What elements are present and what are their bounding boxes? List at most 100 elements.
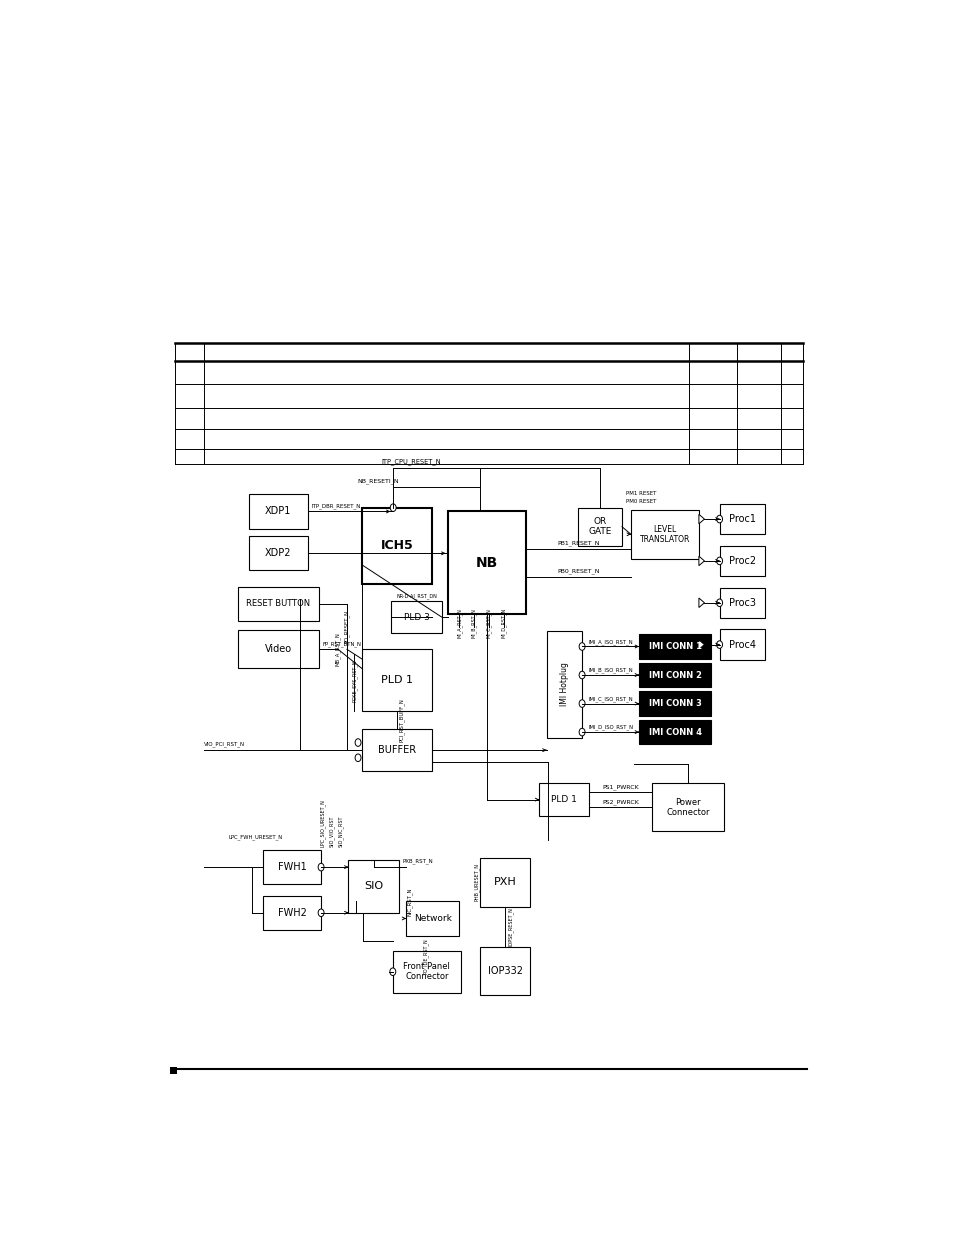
Text: PO_IDE_RST_N: PO_IDE_RST_N (422, 939, 428, 974)
Text: IOPSE_RESET_N: IOPSE_RESET_N (507, 908, 513, 946)
Bar (639, 692, 711, 716)
Text: RESET BUTTON: RESET BUTTON (246, 599, 310, 608)
Bar (479, 857, 530, 906)
Circle shape (578, 642, 584, 651)
Bar (639, 720, 711, 745)
Text: Power
Connector: Power Connector (665, 798, 709, 816)
Text: ITP_CPU_RESET_N: ITP_CPU_RESET_N (381, 458, 440, 464)
Text: ITP_DBR_RESET_N: ITP_DBR_RESET_N (311, 503, 360, 509)
Text: ICH5: ICH5 (380, 540, 413, 552)
Bar (393, 951, 460, 993)
Circle shape (390, 968, 395, 976)
Text: XDP1: XDP1 (265, 506, 291, 516)
Text: IMI CONN 3: IMI CONN 3 (648, 699, 701, 708)
Bar (361, 650, 432, 711)
Bar (639, 634, 711, 658)
Text: PXH: PXH (494, 877, 516, 887)
Text: Network: Network (414, 914, 451, 923)
Text: MI_A_RST_N: MI_A_RST_N (456, 608, 461, 637)
Text: PLD 3: PLD 3 (403, 613, 429, 621)
Circle shape (390, 504, 395, 511)
Text: Proc3: Proc3 (728, 598, 755, 608)
Text: PHB_URESET_N: PHB_URESET_N (473, 863, 478, 902)
Text: SIO_NIC_RST: SIO_NIC_RST (337, 815, 343, 847)
Text: IOP332: IOP332 (487, 966, 522, 976)
Bar (639, 663, 711, 688)
Polygon shape (699, 514, 703, 524)
Text: NB_RESETI_N: NB_RESETI_N (356, 478, 398, 484)
Text: PM0 RESET: PM0 RESET (625, 499, 656, 504)
Text: NIC_RST_N: NIC_RST_N (407, 887, 413, 915)
Text: NB: NB (476, 556, 497, 569)
Text: NR-D-AI_RST_DN: NR-D-AI_RST_DN (395, 593, 436, 599)
Text: XDP2: XDP2 (265, 548, 292, 558)
Text: Proc1: Proc1 (728, 514, 755, 524)
Polygon shape (699, 556, 703, 566)
Text: PCKE_SYS_RST_N: PCKE_SYS_RST_N (351, 659, 356, 701)
Text: PB0_RESET_N: PB0_RESET_N (557, 568, 599, 574)
Bar (391, 601, 441, 634)
Text: IMI_A_ISO_RST_N: IMI_A_ISO_RST_N (588, 638, 632, 645)
Text: PS1_PWRCK: PS1_PWRCK (601, 784, 639, 790)
Text: VIO_PCI_RST_N: VIO_PCI_RST_N (204, 741, 245, 747)
Text: PLD 1: PLD 1 (380, 676, 413, 685)
Bar (361, 729, 432, 771)
Polygon shape (699, 640, 703, 650)
Circle shape (578, 672, 584, 679)
Circle shape (355, 739, 360, 746)
Bar (546, 631, 581, 737)
Circle shape (317, 909, 324, 916)
Bar (406, 902, 459, 936)
Text: PLD 1: PLD 1 (551, 795, 577, 804)
Text: FWH1: FWH1 (277, 862, 306, 872)
Bar (630, 510, 699, 559)
Bar (479, 947, 530, 994)
Bar (577, 508, 621, 546)
Circle shape (716, 599, 721, 606)
Text: IMI Hotplug: IMI Hotplug (559, 663, 568, 706)
Text: PB1_RESET_N: PB1_RESET_N (557, 540, 599, 546)
Circle shape (578, 729, 584, 736)
Bar (263, 850, 321, 884)
Text: Proc4: Proc4 (728, 640, 755, 650)
Text: LEVEL
TRANSLATOR: LEVEL TRANSLATOR (639, 525, 689, 543)
Bar (348, 860, 398, 913)
Text: PO_RESET_N: PO_RESET_N (344, 610, 350, 643)
Polygon shape (699, 598, 703, 608)
Text: IMI CONN 2: IMI CONN 2 (648, 671, 701, 679)
Bar (237, 587, 318, 621)
Circle shape (716, 515, 721, 522)
Text: FWH2: FWH2 (277, 908, 306, 918)
Text: LPC_SIO_URESET_N: LPC_SIO_URESET_N (319, 799, 325, 847)
Text: Proc2: Proc2 (728, 556, 756, 566)
Bar (651, 783, 723, 831)
Text: MB_A_RST_N: MB_A_RST_N (335, 632, 340, 666)
Bar (170, 1067, 176, 1074)
Text: IMI_B_ISO_RST_N: IMI_B_ISO_RST_N (588, 667, 632, 673)
Bar (719, 588, 764, 618)
Circle shape (716, 557, 721, 564)
Text: IMI_D_ISO_RST_N: IMI_D_ISO_RST_N (587, 725, 633, 730)
Bar (719, 630, 764, 659)
Text: SIO_VIO_RST: SIO_VIO_RST (328, 815, 334, 847)
Text: MI_B_RST_N: MI_B_RST_N (471, 608, 476, 637)
Text: IMI CONN 4: IMI CONN 4 (648, 727, 701, 736)
Text: LPC_FWH_URESET_N: LPC_FWH_URESET_N (229, 834, 282, 840)
Bar (719, 546, 764, 576)
Text: PS2_PWRCK: PS2_PWRCK (601, 799, 639, 805)
Text: PM1 RESET: PM1 RESET (625, 492, 656, 496)
Bar (249, 536, 308, 571)
Bar (361, 508, 432, 584)
Text: MI_C_RST_N: MI_C_RST_N (486, 608, 491, 637)
Bar (263, 895, 321, 930)
Text: PXB_RST_N: PXB_RST_N (402, 858, 433, 864)
Text: IMI_C_ISO_RST_N: IMI_C_ISO_RST_N (588, 697, 632, 701)
Text: IMI CONN 1: IMI CONN 1 (648, 642, 701, 651)
Text: FP_RST_BTN_N: FP_RST_BTN_N (322, 642, 361, 647)
Text: Front Panel
Connector: Front Panel Connector (403, 962, 450, 982)
Bar (538, 783, 589, 816)
Circle shape (355, 753, 360, 762)
Bar (448, 511, 525, 614)
Text: Video: Video (264, 645, 292, 655)
Text: SIO: SIO (364, 881, 383, 892)
